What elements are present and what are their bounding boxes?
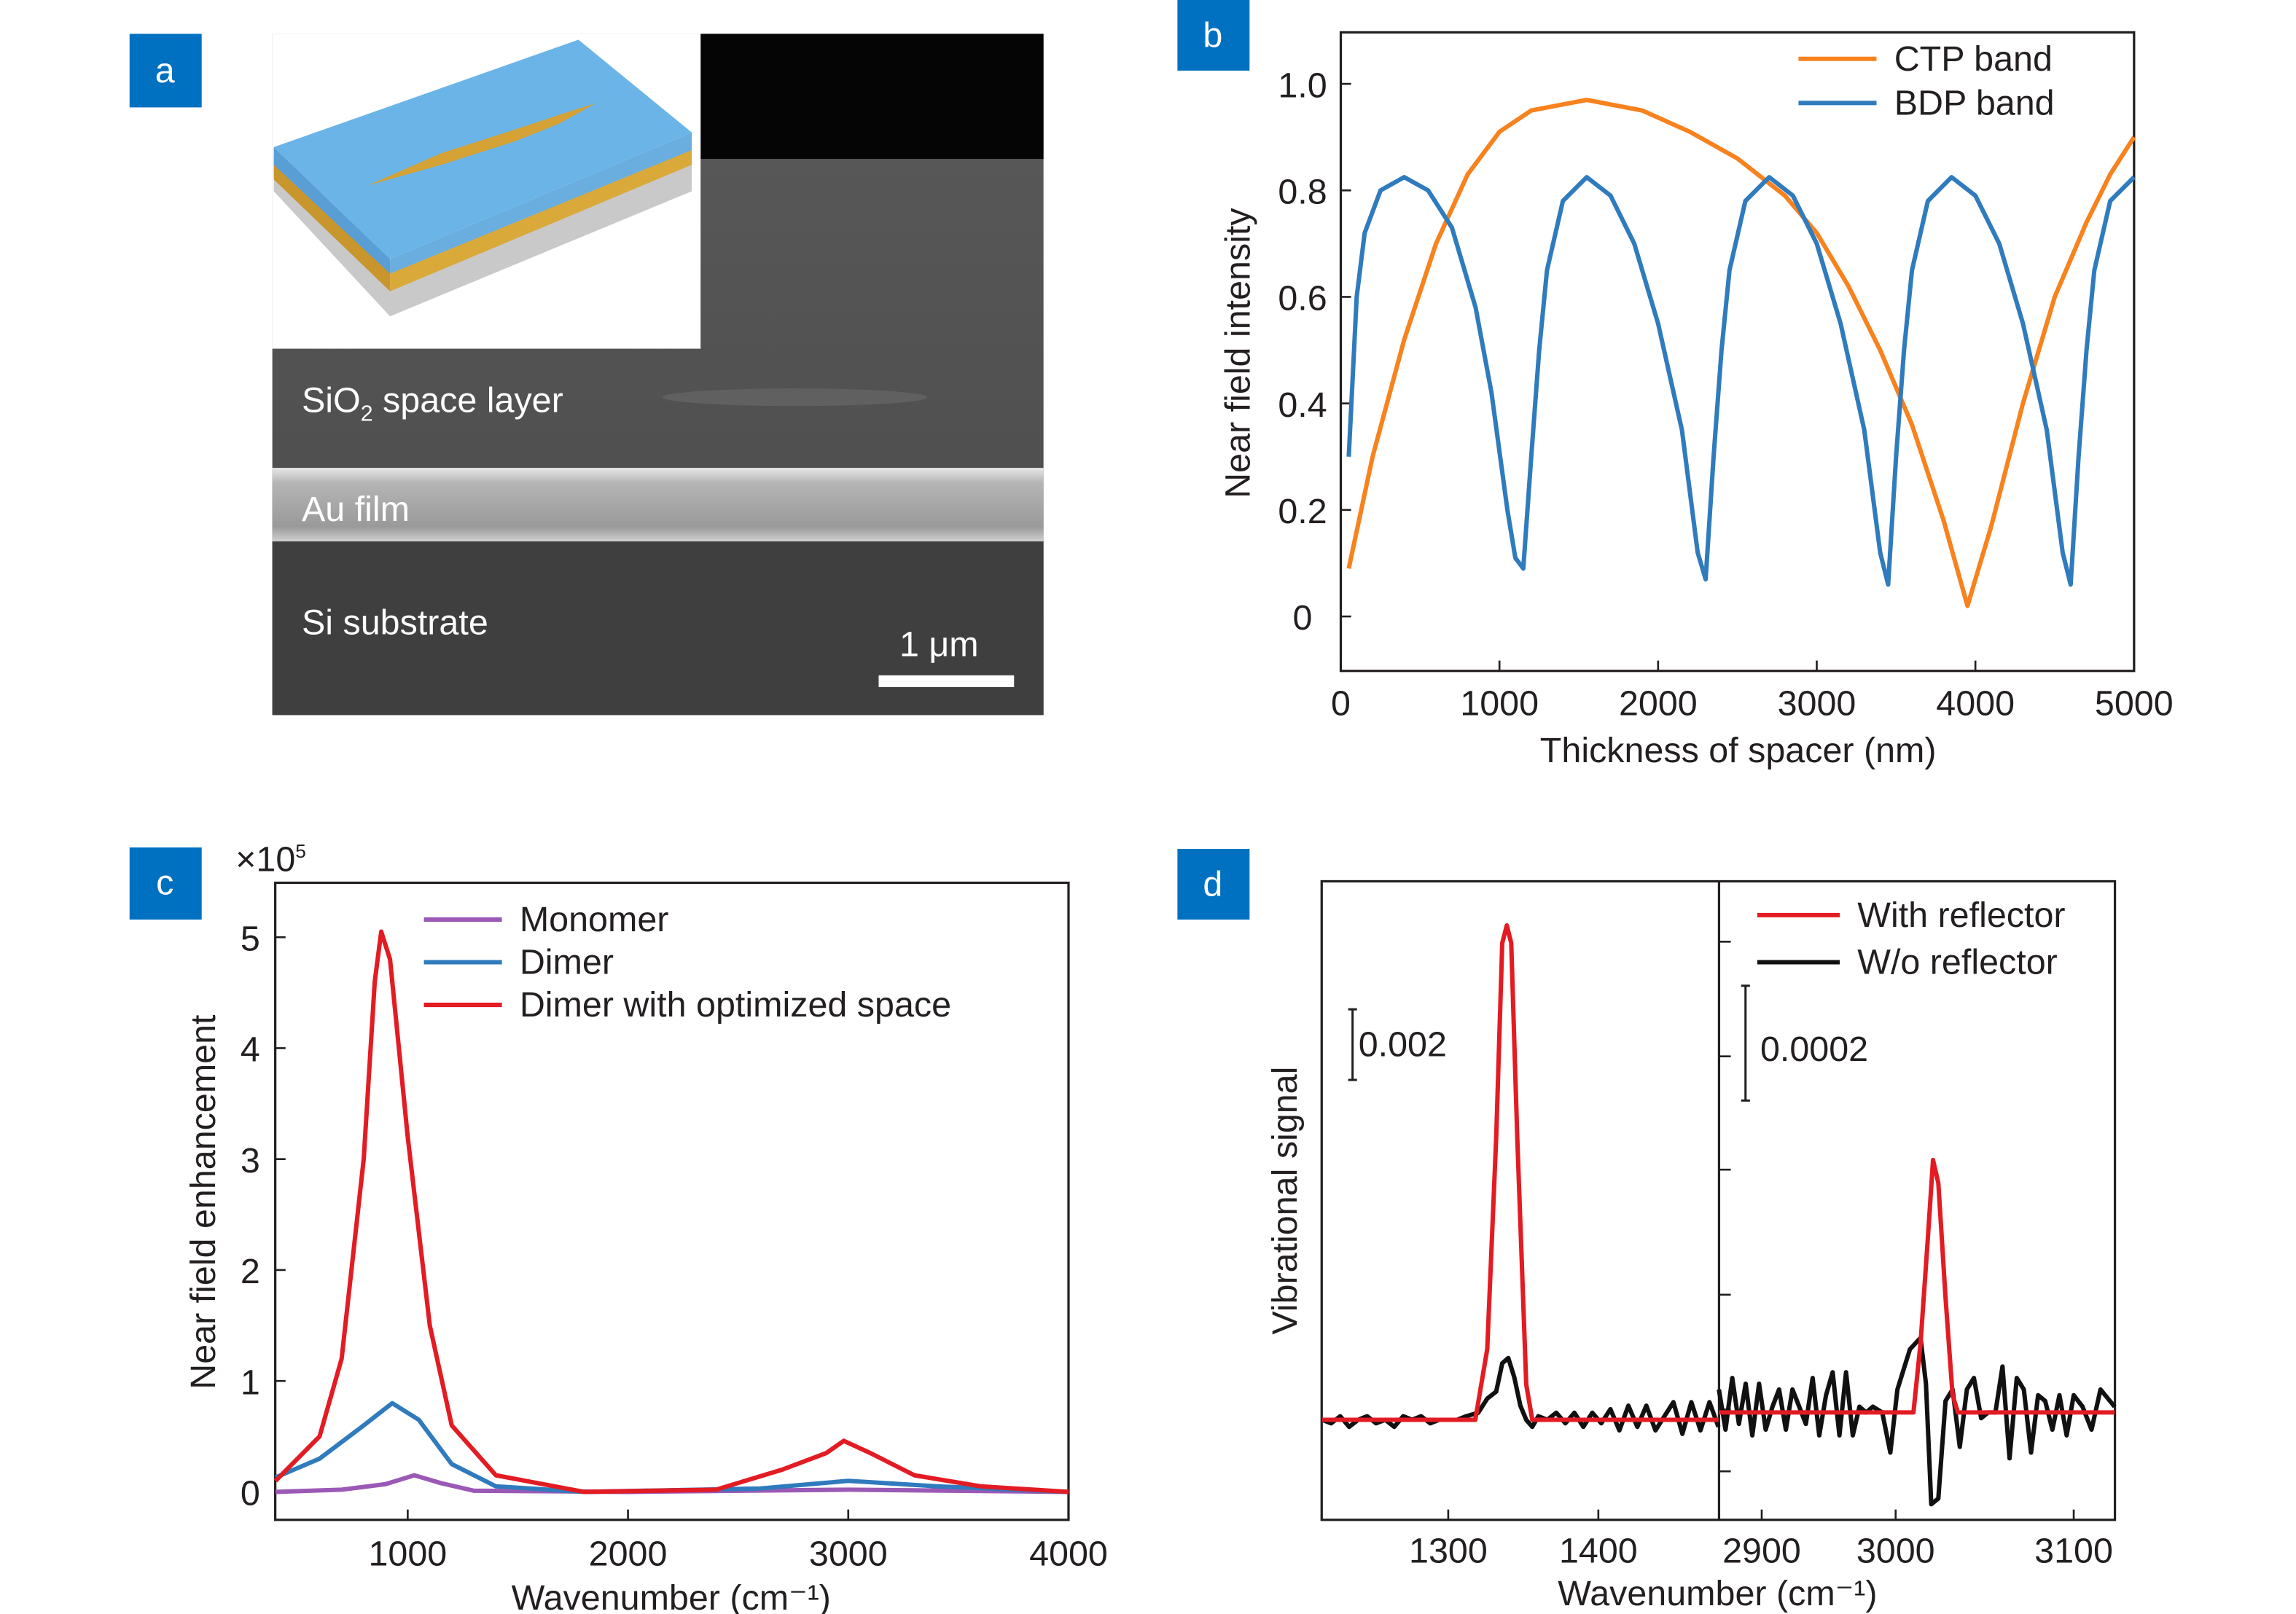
panel-a: a SiO2 space layer Au film Si substrate … bbox=[129, 34, 1044, 716]
plot-frame bbox=[1339, 31, 2136, 673]
panel-label-b: b bbox=[1203, 16, 1222, 55]
x-axis-label: Thickness of spacer (nm) bbox=[1540, 731, 1937, 770]
y-tick-label: 2 bbox=[241, 1252, 260, 1291]
scale-bar bbox=[878, 675, 1015, 687]
sio2-layer-label: SiO2 space layer bbox=[302, 380, 563, 426]
x-tick-label: 1000 bbox=[1460, 683, 1539, 723]
scale-bar-left-label: 0.002 bbox=[1359, 1025, 1447, 1065]
y-tick-label: 4 bbox=[241, 1030, 260, 1070]
scale-bar-right bbox=[1741, 984, 1750, 1102]
panel-label-box bbox=[129, 847, 202, 920]
legend-label: Monomer bbox=[520, 900, 669, 939]
x-tick-label: 4000 bbox=[1936, 683, 2015, 723]
y-tick-label: 0 bbox=[1293, 598, 1313, 638]
legend-label: BDP band bbox=[1894, 83, 2055, 122]
inset-3d-schematic bbox=[272, 34, 701, 349]
scale-bar-left bbox=[1348, 1008, 1357, 1081]
panel-label-c: c bbox=[156, 863, 173, 903]
plot-frame bbox=[274, 881, 1070, 1521]
panel-label-box bbox=[1177, 0, 1250, 71]
panel-d: d Wavenumber (cm⁻¹) Vibrational signal 0… bbox=[1177, 849, 2117, 1613]
panel-c: c ×105 Wavenumber (cm⁻¹) Near field enha… bbox=[129, 839, 1108, 1614]
panel-label-a: a bbox=[155, 51, 175, 90]
legend-label: W/o reflector bbox=[1857, 943, 2058, 982]
x-tick-label: 2000 bbox=[1619, 683, 1698, 723]
x-tick-label: 3100 bbox=[2034, 1531, 2113, 1570]
y-tick-label: 0.8 bbox=[1278, 172, 1327, 211]
x-tick-label: 4000 bbox=[1029, 1534, 1108, 1573]
panel-label-box bbox=[1177, 849, 1250, 920]
x-tick-label: 1000 bbox=[368, 1534, 447, 1573]
series-line-dimer bbox=[274, 1401, 1069, 1494]
legend-label: Dimer with optimized space bbox=[520, 985, 951, 1025]
series-line-with-reflector-right bbox=[1719, 1157, 2115, 1415]
x-tick-label: 1400 bbox=[1559, 1531, 1638, 1570]
x-tick-label: 1300 bbox=[1409, 1531, 1488, 1570]
si-substrate-label: Si substrate bbox=[302, 603, 488, 642]
x-tick-label: 2000 bbox=[589, 1534, 668, 1573]
y-tick-label: 1.0 bbox=[1278, 66, 1327, 105]
y-tick-label: 5 bbox=[241, 919, 260, 958]
x-axis-label: Wavenumber (cm⁻¹) bbox=[1558, 1574, 1877, 1613]
y-axis-label: Vibrational signal bbox=[1265, 1067, 1305, 1335]
x-tick-label: 3000 bbox=[809, 1534, 888, 1573]
y-tick-label: 1 bbox=[241, 1363, 260, 1402]
panel-label-d: d bbox=[1203, 865, 1222, 904]
series-line-monomer bbox=[275, 1473, 1069, 1494]
y-tick-label: 0.6 bbox=[1278, 279, 1327, 318]
panel-label-box bbox=[129, 34, 202, 108]
x-tick-label: 0 bbox=[1331, 683, 1351, 723]
legend-label: CTP band bbox=[1894, 39, 2053, 79]
series-line-ctp-band bbox=[1346, 98, 2136, 608]
scale-bar-right-label: 0.0002 bbox=[1760, 1030, 1868, 1069]
series-line-dimer-with-optimized-space bbox=[273, 929, 1069, 1494]
series-line-bdp-band bbox=[1346, 175, 2136, 587]
y-tick-label: 3 bbox=[241, 1141, 260, 1180]
legend-label: With reflector bbox=[1857, 896, 2065, 935]
y-axis-label: Near field intensity bbox=[1218, 208, 1257, 498]
panel-b: b Thickness of spacer (nm) Near field in… bbox=[1177, 0, 2174, 770]
scale-bar-label: 1 μm bbox=[899, 625, 979, 665]
series-line-with-reflector-left bbox=[1321, 923, 1719, 1422]
y-tick-label: 0.2 bbox=[1278, 492, 1327, 531]
y-multiplier: ×105 bbox=[235, 839, 306, 879]
au-film-label: Au film bbox=[302, 490, 410, 529]
series-line-w-o-reflector-left bbox=[1321, 1355, 1721, 1436]
y-tick-label: 0 bbox=[241, 1474, 260, 1513]
legend-label: Dimer bbox=[520, 943, 614, 982]
x-tick-label: 3000 bbox=[1778, 683, 1856, 723]
x-axis-label: Wavenumber (cm⁻¹) bbox=[512, 1578, 831, 1614]
series-line-w-o-reflector-right bbox=[1717, 1335, 2117, 1507]
x-tick-label: 3000 bbox=[1856, 1531, 1935, 1570]
y-tick-label: 0.4 bbox=[1278, 385, 1327, 425]
x-tick-label: 2900 bbox=[1722, 1531, 1801, 1570]
x-tick-label: 5000 bbox=[2095, 683, 2174, 723]
y-axis-label: Near field enhancement bbox=[184, 1014, 223, 1390]
